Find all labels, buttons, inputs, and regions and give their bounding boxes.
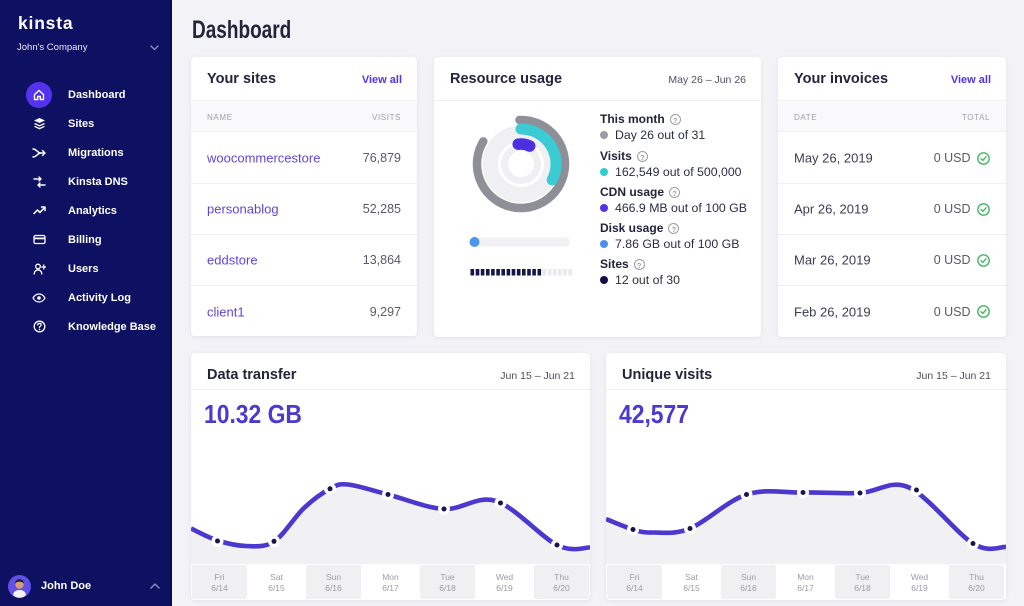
svg-text:6/18: 6/18 — [439, 583, 456, 593]
svg-text:6/17: 6/17 — [797, 583, 814, 593]
svg-text:6/19: 6/19 — [496, 583, 513, 593]
svg-text:Fri: Fri — [630, 572, 640, 582]
svg-text:Tue: Tue — [855, 572, 870, 582]
svg-text:6/17: 6/17 — [382, 583, 399, 593]
svg-text:6/14: 6/14 — [211, 583, 228, 593]
svg-text:Mon: Mon — [797, 572, 814, 582]
svg-text:Wed: Wed — [911, 572, 929, 582]
svg-text:Thu: Thu — [969, 572, 984, 582]
svg-text:6/19: 6/19 — [911, 583, 928, 593]
svg-text:Thu: Thu — [554, 572, 569, 582]
svg-text:Sun: Sun — [326, 572, 341, 582]
svg-text:6/15: 6/15 — [268, 583, 285, 593]
svg-text:Tue: Tue — [440, 572, 455, 582]
svg-text:Wed: Wed — [496, 572, 514, 582]
svg-text:6/18: 6/18 — [854, 583, 871, 593]
svg-text:6/16: 6/16 — [740, 583, 757, 593]
svg-text:Sat: Sat — [685, 572, 698, 582]
svg-text:Mon: Mon — [382, 572, 399, 582]
svg-text:Sun: Sun — [741, 572, 756, 582]
svg-text:6/20: 6/20 — [553, 583, 570, 593]
svg-text:6/20: 6/20 — [968, 583, 985, 593]
svg-text:6/15: 6/15 — [683, 583, 700, 593]
svg-text:6/16: 6/16 — [325, 583, 342, 593]
svg-text:6/14: 6/14 — [626, 583, 643, 593]
svg-text:Fri: Fri — [215, 572, 225, 582]
svg-text:Sat: Sat — [270, 572, 283, 582]
